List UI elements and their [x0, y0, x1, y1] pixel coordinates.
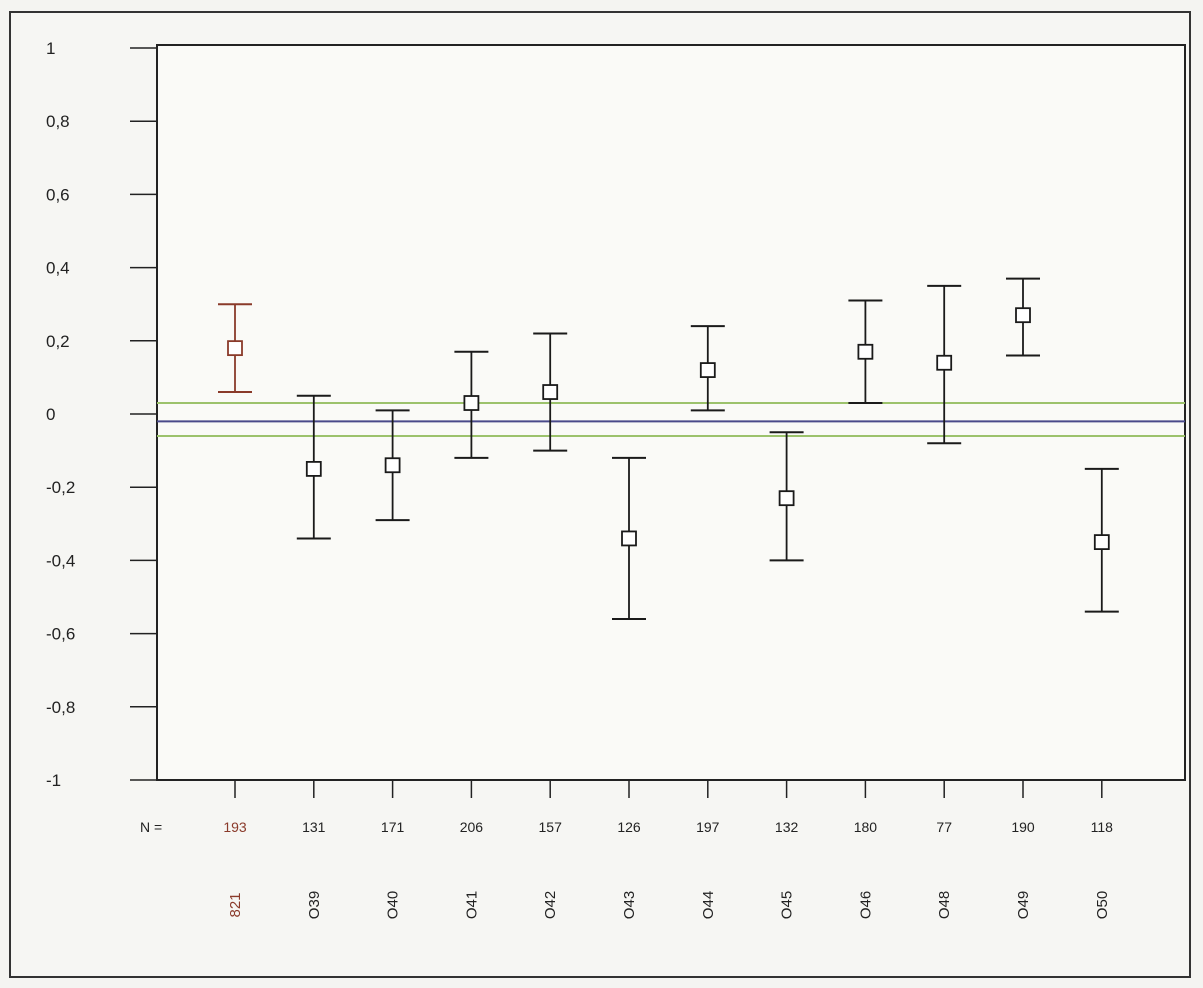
- n-value-label: 77: [936, 819, 952, 835]
- y-tick-label: 0,2: [46, 332, 70, 351]
- mean-marker: [936, 354, 953, 371]
- category-label: O50: [1094, 891, 1111, 919]
- n-value-label: 126: [617, 819, 641, 835]
- y-tick-label: 1: [46, 39, 55, 58]
- category-label: O48: [936, 891, 953, 919]
- mean-marker: [778, 490, 795, 507]
- n-label: N =: [140, 819, 162, 835]
- n-value-label: 180: [854, 819, 878, 835]
- n-value-label: 190: [1011, 819, 1035, 835]
- category-label: O43: [621, 891, 638, 919]
- category-label: O49: [1015, 891, 1032, 919]
- mean-marker: [621, 530, 637, 547]
- n-value-label: 171: [381, 819, 405, 835]
- mean-marker: [384, 457, 401, 474]
- x-axis-labels: N = 193 821 131 O39 171 O40 206 O41 157 O42 126 O43…: [140, 780, 1113, 919]
- mean-marker: [1093, 534, 1110, 550]
- n-value-label: 206: [460, 819, 484, 835]
- y-tick-label: 0: [46, 405, 55, 424]
- mean-marker: [857, 343, 874, 360]
- mean-marker: [542, 384, 559, 400]
- y-tick-label: 0,6: [46, 185, 70, 204]
- category-label: O40: [385, 891, 402, 919]
- mean-marker: [227, 340, 243, 357]
- category-label: O44: [700, 891, 717, 919]
- mean-marker: [463, 395, 480, 411]
- n-value-label: 118: [1091, 819, 1114, 835]
- mean-marker: [1015, 307, 1031, 324]
- n-value-label: 132: [775, 819, 799, 835]
- category-label: O41: [463, 891, 480, 919]
- mean-marker: [699, 362, 716, 378]
- n-value-label: 157: [539, 819, 563, 835]
- y-tick-label: -0,8: [46, 698, 75, 717]
- category-label: 821: [227, 892, 244, 917]
- category-label: O45: [779, 891, 796, 919]
- reference-lines: [157, 402, 1185, 437]
- y-tick-label: 0,4: [46, 259, 70, 278]
- y-tick-label: 0,8: [46, 112, 70, 131]
- y-axis: 1 0,8 0,6 0,4 0,2 0 -0,2 -0,4 -0,6 -0,8 -1: [46, 39, 157, 790]
- error-bars: [218, 277, 1119, 620]
- y-tick-label: -1: [46, 771, 61, 790]
- y-tick-label: -0,4: [46, 551, 75, 570]
- n-value-label: 131: [302, 819, 326, 835]
- category-label: O46: [857, 891, 874, 919]
- y-tick-label: -0,2: [46, 478, 75, 497]
- mean-marker: [305, 460, 322, 477]
- n-value-label: 193: [223, 819, 247, 835]
- n-value-label: 197: [696, 819, 720, 835]
- category-label: O42: [542, 891, 559, 919]
- y-tick-label: -0,6: [46, 625, 75, 644]
- plot-frame: [156, 44, 1186, 781]
- category-label: O39: [306, 891, 323, 919]
